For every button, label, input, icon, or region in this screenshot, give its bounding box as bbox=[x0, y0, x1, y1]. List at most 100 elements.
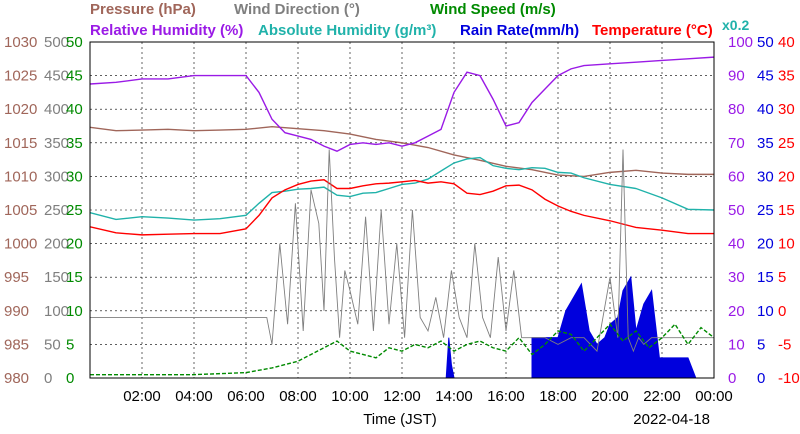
x-tick-label: 00:00 bbox=[695, 388, 733, 405]
series-absolute-humidity-g-m bbox=[90, 156, 714, 221]
tick-wind_speed: 30 bbox=[66, 168, 83, 185]
tick-pressure: 985 bbox=[4, 336, 29, 353]
tick-wind_direction: 400 bbox=[44, 101, 69, 118]
tick-rain_rate: 10 bbox=[757, 303, 774, 320]
tick-wind_direction: 350 bbox=[44, 135, 69, 152]
series-wind-speed-m-s bbox=[90, 323, 714, 376]
tick-rain_rate: 15 bbox=[757, 269, 774, 286]
tick-pressure: 990 bbox=[4, 303, 29, 320]
tick-wind_direction: 450 bbox=[44, 68, 69, 85]
tick-relative_humidity: 20 bbox=[728, 303, 745, 320]
plot-series bbox=[90, 56, 714, 378]
series-temperature-c bbox=[90, 179, 714, 236]
legend-temperature: Temperature (°C) bbox=[592, 22, 713, 39]
legend-wind-speed: Wind Speed (m/s) bbox=[430, 1, 556, 18]
tick-pressure: 1025 bbox=[4, 68, 37, 85]
tick-relative_humidity: 70 bbox=[728, 135, 745, 152]
tick-wind_speed: 20 bbox=[66, 236, 83, 253]
legend-absolute-humidity: Absolute Humidity (g/m³) bbox=[258, 22, 436, 39]
tick-rain_rate: 30 bbox=[757, 168, 774, 185]
x-tick-label: 04:00 bbox=[175, 388, 213, 405]
tick-pressure: 980 bbox=[4, 370, 29, 387]
x-tick-label: 10:00 bbox=[331, 388, 369, 405]
x-tick-label: 08:00 bbox=[279, 388, 317, 405]
series-relative-humidity bbox=[90, 56, 714, 152]
tick-wind_speed: 10 bbox=[66, 303, 83, 320]
right-axes: 1009080706050403020100504540353025201510… bbox=[728, 34, 800, 387]
x-tick-label: 22:00 bbox=[643, 388, 681, 405]
tick-rain_rate: 25 bbox=[757, 202, 774, 219]
tick-temperature: 30 bbox=[778, 101, 795, 118]
tick-relative_humidity: 50 bbox=[728, 202, 745, 219]
tick-rain_rate: 20 bbox=[757, 236, 774, 253]
tick-relative_humidity: 60 bbox=[728, 168, 745, 185]
date-label: 2022-04-18 bbox=[633, 411, 710, 428]
left-axes: 1030102510201015101010051000995990985980… bbox=[4, 34, 83, 387]
x-tick-label: 16:00 bbox=[487, 388, 525, 405]
tick-wind_speed: 15 bbox=[66, 269, 83, 286]
tick-wind_speed: 40 bbox=[66, 101, 83, 118]
series-wind-direction bbox=[90, 149, 714, 353]
tick-wind_direction: 200 bbox=[44, 236, 69, 253]
tick-rain_rate: 40 bbox=[757, 101, 774, 118]
tick-wind_speed: 50 bbox=[66, 34, 83, 51]
legend-rain-rate: Rain Rate(mm/h) bbox=[460, 22, 579, 39]
tick-temperature: 20 bbox=[778, 168, 795, 185]
tick-wind_speed: 5 bbox=[66, 336, 74, 353]
x-tick-label: 12:00 bbox=[383, 388, 421, 405]
tick-rain_rate: 5 bbox=[757, 336, 765, 353]
series-rain-rate bbox=[445, 275, 697, 378]
tick-temperature: -10 bbox=[778, 370, 800, 387]
tick-relative_humidity: 100 bbox=[728, 34, 753, 51]
tick-relative_humidity: 80 bbox=[728, 101, 745, 118]
tick-wind_speed: 0 bbox=[66, 370, 74, 387]
tick-relative_humidity: 40 bbox=[728, 236, 745, 253]
legend-row-2: Relative Humidity (%) Absolute Humidity … bbox=[90, 22, 713, 39]
tick-wind_direction: 100 bbox=[44, 303, 69, 320]
x-axis-label: Time (JST) bbox=[363, 411, 437, 428]
tick-wind_direction: 50 bbox=[44, 336, 61, 353]
x-tick-label: 20:00 bbox=[591, 388, 629, 405]
tick-pressure: 1000 bbox=[4, 236, 37, 253]
series-pressure-hpa bbox=[90, 125, 714, 178]
tick-wind_direction: 500 bbox=[44, 34, 69, 51]
plot-frame bbox=[89, 41, 715, 379]
x-tick-label: 18:00 bbox=[539, 388, 577, 405]
tick-pressure: 995 bbox=[4, 269, 29, 286]
tick-wind_speed: 35 bbox=[66, 135, 83, 152]
legend-wind-direction: Wind Direction (°) bbox=[234, 1, 360, 18]
tick-temperature: 35 bbox=[778, 68, 795, 85]
tick-temperature: 10 bbox=[778, 236, 795, 253]
tick-wind_speed: 45 bbox=[66, 68, 83, 85]
tick-pressure: 1015 bbox=[4, 135, 37, 152]
tick-pressure: 1030 bbox=[4, 34, 37, 51]
tick-wind_direction: 250 bbox=[44, 202, 69, 219]
tick-wind_direction: 300 bbox=[44, 168, 69, 185]
rain-multiplier-label: x0.2 bbox=[722, 17, 749, 33]
legend-pressure: Pressure (hPa) bbox=[90, 1, 196, 18]
tick-temperature: 0 bbox=[778, 303, 786, 320]
tick-temperature: -5 bbox=[778, 336, 791, 353]
tick-wind_direction: 0 bbox=[44, 370, 52, 387]
x-axis: 02:00 04:00 06:00 08:00 10:00 12:00 14:00 16:00… bbox=[123, 388, 733, 405]
tick-temperature: 40 bbox=[778, 34, 795, 51]
tick-relative_humidity: 30 bbox=[728, 269, 745, 286]
tick-rain_rate: 35 bbox=[757, 135, 774, 152]
tick-wind_speed: 25 bbox=[66, 202, 83, 219]
tick-pressure: 1020 bbox=[4, 101, 37, 118]
tick-wind_direction: 150 bbox=[44, 269, 69, 286]
tick-pressure: 1010 bbox=[4, 168, 37, 185]
x-tick-label: 14:00 bbox=[435, 388, 473, 405]
tick-relative_humidity: 0 bbox=[728, 370, 736, 387]
x-tick-label: 06:00 bbox=[227, 388, 265, 405]
tick-rain_rate: 50 bbox=[757, 34, 774, 51]
tick-relative_humidity: 10 bbox=[728, 336, 745, 353]
tick-temperature: 5 bbox=[778, 269, 786, 286]
tick-temperature: 25 bbox=[778, 135, 795, 152]
tick-pressure: 1005 bbox=[4, 202, 37, 219]
tick-temperature: 15 bbox=[778, 202, 795, 219]
legend-row-1: Pressure (hPa) Wind Direction (°) Wind S… bbox=[90, 1, 556, 18]
x-tick-label: 02:00 bbox=[123, 388, 161, 405]
